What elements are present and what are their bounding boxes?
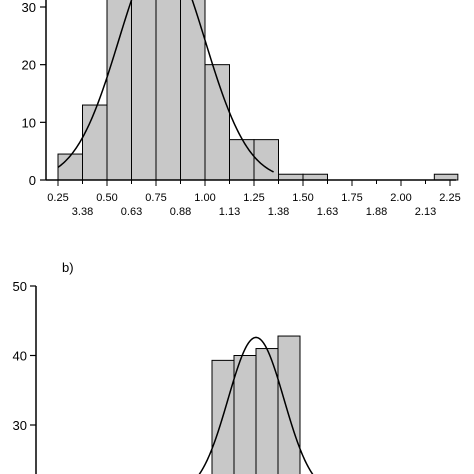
panel-b-y-tick-label: 40 xyxy=(13,349,27,364)
panel-a-x-ticks: 0.25 0.50 0.75 1.00 1.25 1.50 1.75 2.00 2.25 3.38… xyxy=(47,180,461,218)
panel-a-x-tick-label: 0.25 xyxy=(47,192,68,204)
panel-a-x-tick-label: 0.50 xyxy=(96,192,117,204)
panel-a-y-tick-label: 0 xyxy=(29,173,36,188)
panel-b-bars xyxy=(211,335,301,474)
panel-a-bar xyxy=(155,0,181,181)
panel-a-x-tick-label: 0.75 xyxy=(145,192,166,204)
histogram-panel-a: 0 10 20 30 0.25 0.50 0.75 1.00 1.25 1.50 1.75 2.00… xyxy=(22,0,461,218)
panel-a-x-tick-label-row2: 1.88 xyxy=(366,206,387,218)
panel-a-x-tick-label-row2: 2.13 xyxy=(415,206,436,218)
panel-a-bar xyxy=(204,64,230,181)
panel-a-x-tick-label: 1.00 xyxy=(194,192,215,204)
panel-a-y-tick-label: 10 xyxy=(22,115,36,130)
panel-a-bar xyxy=(57,153,83,181)
panel-a-bars xyxy=(57,0,459,181)
panel-a-x-tick-label: 2.25 xyxy=(439,192,460,204)
panel-a-bar xyxy=(229,139,255,181)
panel-b-y-tick-label: 50 xyxy=(13,279,27,294)
panel-a-x-tick-label-row2: 0.88 xyxy=(170,206,191,218)
panel-a-bar xyxy=(82,104,108,181)
panel-a-x-tick-label-row2: 1.63 xyxy=(317,206,338,218)
panel-b-y-ticks: 30 40 50 xyxy=(13,279,36,433)
panel-a-bar xyxy=(278,173,304,181)
panel-a-bar xyxy=(433,173,459,181)
panel-a-bar xyxy=(302,173,328,181)
panel-a-bar xyxy=(106,0,132,181)
panel-a-x-tick-label: 2.00 xyxy=(390,192,411,204)
panel-a-x-tick-label-row2: 1.38 xyxy=(268,206,289,218)
panel-b-fit-curve xyxy=(198,336,314,474)
panel-a-x-tick-label-row2: 0.63 xyxy=(121,206,142,218)
panel-b-bar xyxy=(233,355,257,474)
panel-a-bar xyxy=(180,0,206,181)
panel-a-x-tick-label-row2: 1.13 xyxy=(219,206,240,218)
panel-b-label: b) xyxy=(62,260,74,275)
panel-a-bar xyxy=(131,0,157,181)
histogram-panel-b: b) 30 40 50 xyxy=(13,260,314,474)
panel-b-y-tick-label: 30 xyxy=(13,418,27,433)
panel-a-y-tick-label: 20 xyxy=(22,58,36,73)
panel-a-y-tick-label: 30 xyxy=(22,0,36,15)
panel-a-x-tick-label: 1.75 xyxy=(341,192,362,204)
panel-a-x-tick-label: 1.25 xyxy=(243,192,264,204)
panel-a-fit-curve xyxy=(57,0,274,173)
panel-b-bar xyxy=(277,335,301,474)
panel-a-x-tick-label-row2: 3.38 xyxy=(72,206,93,218)
panel-a-x-tick-label: 1.50 xyxy=(292,192,313,204)
panel-a-y-ticks: 0 10 20 30 xyxy=(22,0,46,188)
